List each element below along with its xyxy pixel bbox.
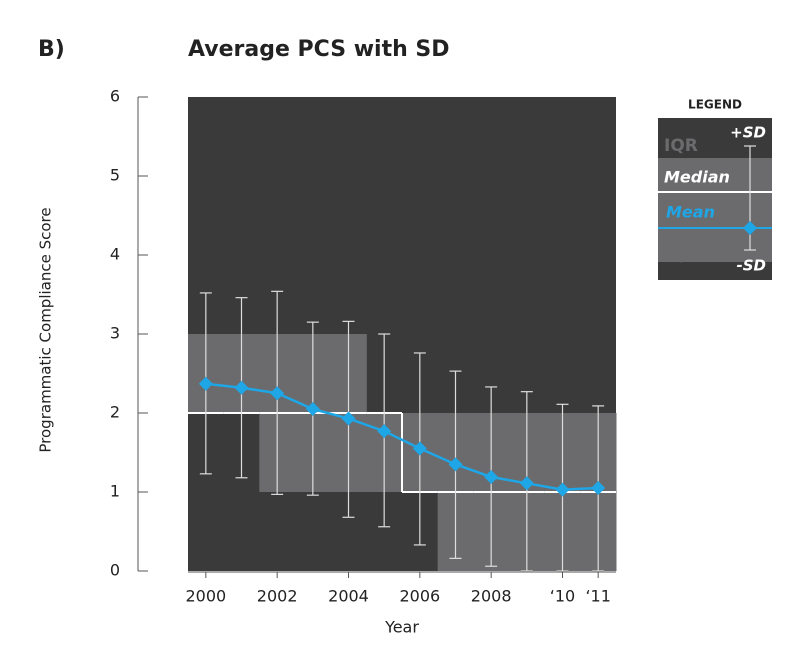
mean-marker bbox=[198, 376, 213, 391]
y-axis-label: Programmatic Compliance Score bbox=[37, 207, 55, 452]
legend-median: Median bbox=[664, 168, 730, 187]
mean-marker bbox=[412, 441, 427, 456]
x-axis-label: Year bbox=[384, 618, 419, 637]
x-tick-label: 2008 bbox=[471, 587, 512, 606]
panel-label: B) bbox=[38, 37, 65, 62]
mean-marker bbox=[555, 482, 570, 497]
legend-plus-sd: +SD bbox=[730, 124, 766, 142]
legend: LEGEND +SD IQR Median Mean IQR -SD bbox=[658, 98, 772, 280]
y-tick-label: 0 bbox=[110, 561, 120, 580]
legend-mean-marker bbox=[743, 221, 757, 235]
y-tick-label: 5 bbox=[110, 166, 120, 185]
y-tick-label: 4 bbox=[110, 245, 120, 264]
legend-iqr-band bbox=[658, 158, 772, 262]
x-tick-label: 2004 bbox=[328, 587, 369, 606]
x-tick-label: ‘10 bbox=[550, 587, 575, 606]
legend-iqr: IQR bbox=[664, 245, 698, 265]
mean-marker bbox=[341, 411, 356, 426]
x-tick-label: 2006 bbox=[399, 587, 440, 606]
y-tick-label: 3 bbox=[110, 324, 120, 343]
mean-marker bbox=[484, 469, 499, 484]
mean-marker bbox=[448, 457, 463, 472]
x-tick-label: ‘11 bbox=[585, 587, 610, 606]
x-tick-label: 2002 bbox=[257, 587, 298, 606]
y-tick-label: 1 bbox=[110, 482, 120, 501]
legend-mean: Mean bbox=[666, 203, 715, 222]
y-tick-label: 2 bbox=[110, 403, 120, 422]
mean-marker bbox=[377, 424, 392, 439]
x-tick-label: 2000 bbox=[185, 587, 226, 606]
legend-title: LEGEND bbox=[688, 98, 742, 112]
legend-iqr: IQR bbox=[664, 136, 698, 156]
y-tick-label: 6 bbox=[110, 87, 120, 106]
chart-title: Average PCS with SD bbox=[188, 37, 450, 62]
mean-marker bbox=[591, 481, 606, 496]
legend-minus-sd: -SD bbox=[737, 257, 766, 275]
mean-marker bbox=[519, 476, 534, 491]
mean-marker bbox=[270, 386, 285, 401]
mean-marker bbox=[234, 380, 249, 395]
mean-marker bbox=[305, 402, 320, 417]
